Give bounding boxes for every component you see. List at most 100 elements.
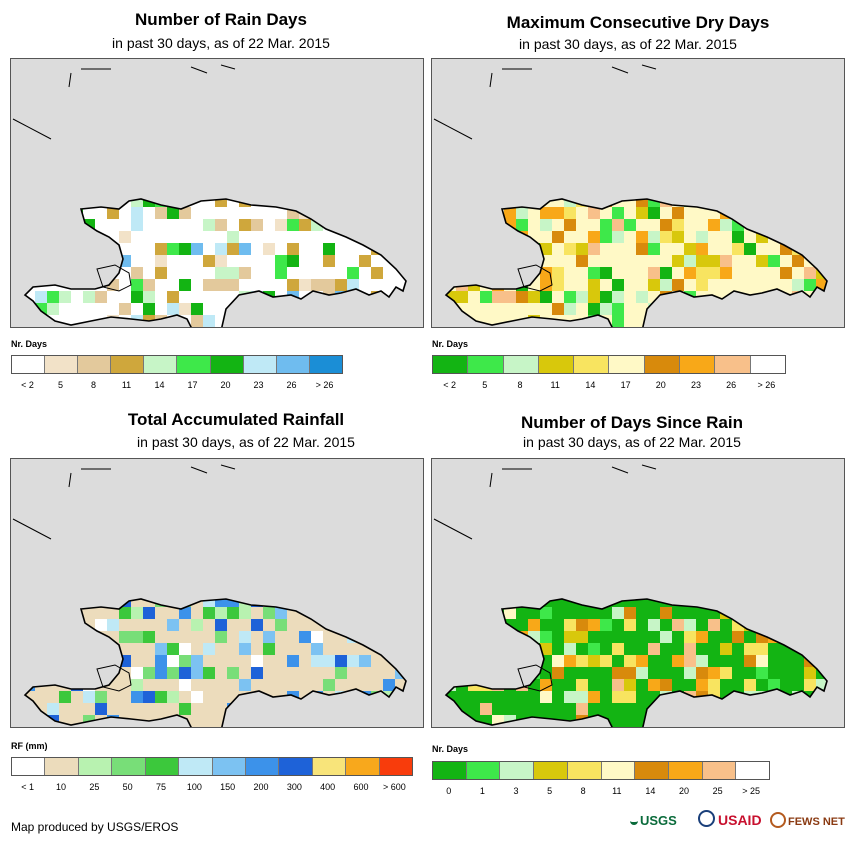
grid-cell [672, 255, 684, 267]
grid-cell [83, 599, 95, 607]
grid-cell [59, 619, 71, 631]
grid-cell [768, 279, 780, 291]
grid-cell [143, 279, 155, 291]
grid-cell [468, 667, 480, 679]
grid-cell [744, 679, 756, 691]
grid-cell [143, 599, 155, 607]
grid-cell [732, 599, 744, 607]
grid-cell [383, 655, 395, 667]
legend-label: 300 [286, 782, 302, 792]
grid-cell [648, 679, 660, 691]
grid-cell [323, 243, 335, 255]
grid-cell [468, 631, 480, 643]
grid-cell [768, 643, 780, 655]
island-fill [25, 599, 406, 727]
grid-cell [504, 243, 516, 255]
grid-cell [227, 667, 239, 679]
legend-swatch [702, 762, 737, 779]
grid-cell [552, 231, 564, 243]
grid-cell [816, 619, 827, 631]
map-rain-days[interactable] [10, 58, 424, 328]
grid-cell [564, 207, 576, 219]
grid-cell [624, 679, 636, 691]
grid-cell [371, 315, 383, 327]
grid-cell [528, 267, 540, 279]
grid-cell [648, 643, 660, 655]
map-rainfall[interactable] [10, 458, 424, 728]
grid-cell [492, 599, 504, 607]
grid-cell [47, 199, 59, 207]
grid-cell [25, 679, 35, 691]
cay-outline [489, 472, 493, 488]
grid-cell [636, 207, 648, 219]
grid-cell [35, 231, 47, 243]
grid-cell [179, 679, 191, 691]
grid-cell [407, 315, 419, 327]
grid-cell [804, 667, 816, 679]
grid-cell [540, 607, 552, 619]
grid-cell [828, 643, 840, 655]
legend-label: > 26 [757, 380, 776, 390]
grid-cell [540, 691, 552, 703]
legend-label: 11 [612, 786, 622, 796]
grid-cell [131, 315, 143, 327]
grid-cell [203, 599, 215, 607]
gulf-outline [96, 664, 132, 692]
map-days-since-rain[interactable] [431, 458, 845, 728]
grid-cell [131, 631, 143, 643]
grid-cell [179, 619, 191, 631]
cay-outline [641, 64, 657, 70]
grid-cell [456, 619, 468, 631]
cay-outline [68, 72, 72, 88]
panel-title-rain-days: Number of Rain Days [135, 10, 307, 29]
grid-cell [215, 199, 227, 207]
grid-cell [446, 703, 456, 715]
island-coastline [444, 198, 828, 327]
grid-cell [744, 315, 756, 327]
grid-cell [660, 279, 672, 291]
grid-cell [456, 255, 468, 267]
grid-cell [131, 679, 143, 691]
cay-outline [190, 66, 208, 74]
grid-cell [359, 631, 371, 643]
grid-cell [299, 631, 311, 643]
grid-cell [323, 231, 335, 243]
grid-cell [446, 267, 456, 279]
legend-swatch [279, 758, 313, 775]
grid-cell [504, 303, 516, 315]
grid-cell [446, 667, 456, 679]
grid-cell [804, 231, 816, 243]
grid-cell [708, 619, 720, 631]
grid-cell [768, 207, 780, 219]
grid-cell [780, 715, 792, 727]
grid-cell [95, 691, 107, 703]
grid-cell [95, 703, 107, 715]
grid-cell [552, 279, 564, 291]
grid-cell [395, 703, 406, 715]
grid-cell [804, 679, 816, 691]
grid-cell [696, 667, 708, 679]
grid-cell [588, 279, 600, 291]
legend-label: 400 [320, 782, 336, 792]
grid-cell [768, 667, 780, 679]
grid-cell [335, 279, 347, 291]
map-dry-days[interactable] [431, 58, 845, 328]
legend-label: > 26 [315, 380, 334, 390]
grid-cell [600, 655, 612, 667]
grid-cell [792, 279, 804, 291]
grid-cell [179, 207, 191, 219]
grid-cell [359, 199, 371, 207]
grid-cell [480, 703, 492, 715]
grid-cell [756, 207, 768, 219]
grid-cell [59, 599, 71, 607]
grid-cell [684, 255, 696, 267]
grid-cell [564, 219, 576, 231]
grid-cell [816, 279, 827, 291]
grid-cell [107, 619, 119, 631]
grid-cell [480, 667, 492, 679]
grid-cell [35, 599, 47, 607]
grid-cell [371, 631, 383, 643]
grid-cell [299, 199, 311, 207]
grid-cell [275, 643, 287, 655]
grid-cell [287, 667, 299, 679]
